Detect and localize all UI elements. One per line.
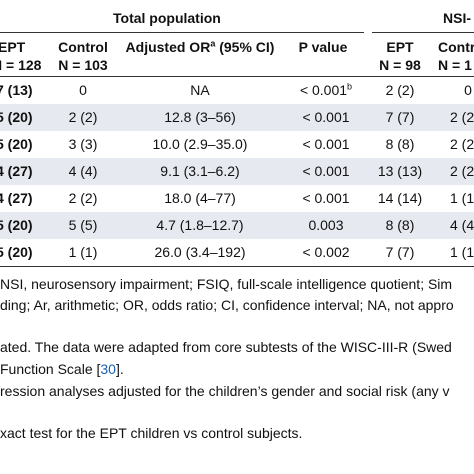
column-header-ept-nsi: EPT N = 98 (372, 38, 428, 74)
cell-ept-total: 5 (20) (0, 136, 33, 152)
column-header-control-nsi: Contro N = 1 (438, 38, 474, 74)
column-header-control-nsi-n: N = 1 (438, 57, 472, 73)
cell-ept-nsi: 8 (8) (385, 136, 415, 152)
column-header-ept-total-n: N = 128 (0, 57, 42, 73)
cell-ept-nsi: 14 (14) (377, 190, 423, 206)
column-header-control-total-label: Control (58, 39, 108, 55)
cell-ept-nsi: 13 (13) (377, 163, 423, 179)
cell-ept-total: 4 (27) (0, 163, 33, 179)
cell-ept-nsi: 2 (2) (385, 82, 415, 98)
footnote-abbreviations-2: ding; Ar, arithmetic; OR, odds ratio; CI… (0, 297, 454, 313)
cell-adjusted-or: NA (190, 82, 210, 98)
reference-link-30[interactable]: 30 (100, 361, 116, 377)
footnote-exact-test: xact test for the EPT children vs contro… (0, 425, 303, 441)
cell-ept-nsi: 8 (8) (385, 217, 415, 233)
table-row: 4 (27) 2 (2) 18.0 (4–77) < 0.001 14 (14)… (0, 185, 474, 212)
cell-ept-total: 4 (27) (0, 190, 33, 206)
table-body: 7 (13) 0 NA < 0.001b 2 (2) 0 5 (20) 2 (2… (0, 77, 474, 266)
cell-control-nsi: 2 (2 (450, 109, 474, 125)
column-header-ept-total-label: EPT (0, 39, 26, 55)
table-row: 7 (13) 0 NA < 0.001b 2 (2) 0 (0, 77, 474, 104)
adjusted-or-footnote-mark: a (210, 38, 216, 49)
cell-p-value: < 0.001 (302, 109, 350, 125)
table-row: 5 (20) 1 (1) 26.0 (3.4–192) < 0.002 7 (7… (0, 239, 474, 266)
cell-control-total: 4 (4) (68, 163, 98, 179)
cell-control-nsi: 2 (2 (450, 136, 474, 152)
cell-adjusted-or: 9.1 (3.1–6.2) (160, 163, 240, 179)
cell-adjusted-or: 12.8 (3–56) (164, 109, 236, 125)
cell-ept-total: 7 (13) (0, 82, 33, 98)
cell-control-nsi: 4 (4 (450, 217, 474, 233)
footnote-data-source: ated. The data were adapted from core su… (0, 339, 452, 355)
cell-control-total: 3 (3) (68, 136, 98, 152)
cell-control-nsi: 1 (1 (450, 190, 474, 206)
group-header-nsi: NSI- (443, 10, 471, 26)
table-bottom-rule (0, 266, 474, 267)
cell-p-value: 0.003 (308, 217, 344, 233)
cell-adjusted-or: 26.0 (3.4–192) (154, 244, 246, 260)
cell-p-value-text: < 0.001 (299, 82, 348, 98)
cell-p-value: < 0.001b (288, 77, 364, 104)
group-underline-nsi (372, 32, 474, 33)
adjusted-or-label: Adjusted OR (125, 39, 211, 55)
table-row: 5 (20) 2 (2) 12.8 (3–56) < 0.001 7 (7) 2… (0, 104, 474, 131)
cell-control-nsi: 0 (464, 82, 472, 98)
table-row: 5 (20) 5 (5) 4.7 (1.8–12.7) 0.003 8 (8) … (0, 212, 474, 239)
cell-p-value: < 0.001 (302, 190, 350, 206)
cell-ept-total: 5 (20) (0, 109, 33, 125)
table-row: 4 (27) 4 (4) 9.1 (3.1–6.2) < 0.001 13 (1… (0, 158, 474, 185)
cell-control-total: 2 (2) (68, 190, 98, 206)
cell-p-value: < 0.002 (302, 244, 350, 260)
group-underline-total (0, 32, 364, 33)
footnote-regression: ression analyses adjusted for the childr… (0, 383, 450, 399)
cell-p-value: < 0.001 (302, 163, 350, 179)
column-header-adjusted-or: Adjusted ORa (95% CI) (120, 38, 280, 56)
footnote-abbreviations-1: NSI, neurosensory impairment; FSIQ, full… (0, 276, 453, 292)
column-header-ept-nsi-n: N = 98 (379, 57, 421, 73)
column-header-ept-total: EPT N = 128 (0, 38, 48, 74)
column-header-p-value-label: P value (298, 39, 348, 55)
cell-control-total: 2 (2) (68, 109, 98, 125)
cell-control-total: 5 (5) (68, 217, 98, 233)
cell-ept-total: 5 (20) (0, 217, 33, 233)
group-header-total-population: Total population (113, 10, 221, 26)
column-header-control-total-n: N = 103 (58, 57, 108, 73)
cell-adjusted-or: 18.0 (4–77) (164, 190, 236, 206)
column-header-p-value: P value (288, 38, 358, 56)
adjusted-or-ci-label: (95% CI) (215, 39, 275, 55)
header-bottom-rule (0, 76, 474, 77)
cell-control-nsi: 1 (1 (450, 244, 474, 260)
cell-adjusted-or: 10.0 (2.9–35.0) (152, 136, 248, 152)
column-header-adjusted-or-text: Adjusted ORa (95% CI) (120, 38, 280, 56)
cell-adjusted-or: 4.7 (1.8–12.7) (156, 217, 244, 233)
cell-p-value: < 0.001 (302, 136, 350, 152)
column-header-ept-nsi-label: EPT (386, 39, 414, 55)
cell-control-total: 0 (79, 82, 87, 98)
table-row: 5 (20) 3 (3) 10.0 (2.9–35.0) < 0.001 8 (… (0, 131, 474, 158)
column-header-control-total: Control N = 103 (50, 38, 116, 74)
footnote-function-scale-text: Function Scale [ (0, 361, 101, 377)
cell-ept-total: 5 (20) (0, 244, 33, 260)
cell-ept-nsi: 7 (7) (385, 109, 415, 125)
column-header-control-nsi-label: Contro (438, 39, 474, 55)
footnote-function-scale: Function Scale [30]. (0, 360, 124, 378)
cell-control-total: 1 (1) (68, 244, 98, 260)
footnote-function-scale-close: ]. (115, 361, 124, 377)
cell-control-nsi: 2 (2 (450, 163, 474, 179)
cell-ept-nsi: 7 (7) (385, 244, 415, 260)
cell-p-value-footnote-mark: b (347, 81, 353, 92)
